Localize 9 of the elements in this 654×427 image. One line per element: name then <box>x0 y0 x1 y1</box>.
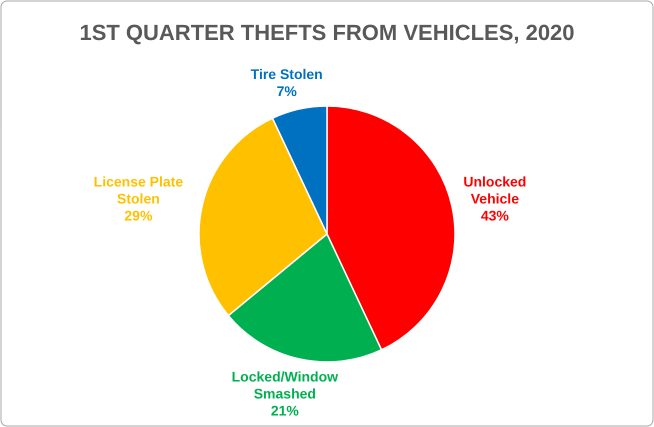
data-label: 29% <box>124 207 153 224</box>
data-label: 7% <box>276 83 298 100</box>
data-label: 21% <box>270 402 300 419</box>
slice-label: Tire Stolen <box>250 66 323 82</box>
chart-title: 1ST QUARTER THEFTS FROM VEHICLES, 2020 <box>79 20 575 45</box>
slice-label: Unlocked Vehicle <box>463 173 526 206</box>
data-label: 43% <box>480 207 510 224</box>
slice-label: Locked/Window Smashed <box>232 368 338 402</box>
slice-label: License Plate Stolen <box>94 173 184 206</box>
